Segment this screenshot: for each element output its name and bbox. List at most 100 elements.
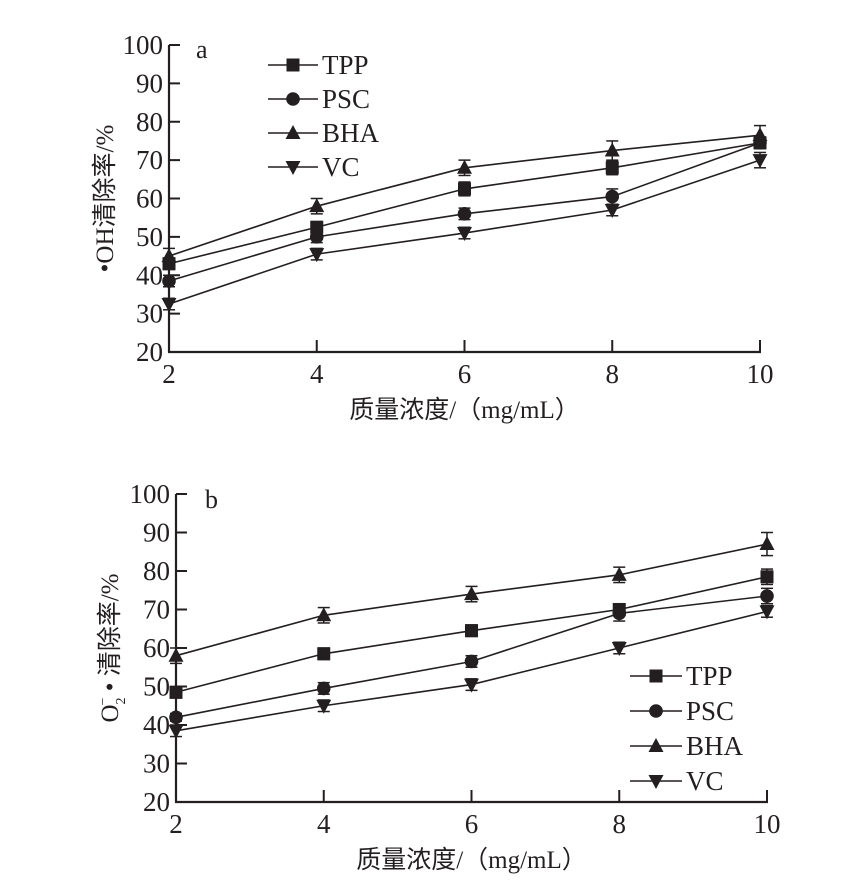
legend-item-tpp: TPP — [630, 661, 733, 691]
x-axis-title: 质量浓度/（mg/mL） — [349, 396, 580, 424]
y-tick-label: 30 — [136, 299, 163, 329]
series-psc — [169, 587, 774, 725]
data-point-triangle-down — [611, 642, 627, 656]
series-vc — [161, 151, 768, 313]
x-tick-label: 4 — [317, 809, 331, 839]
legend-marker-triangle-up — [648, 738, 664, 752]
y-tick-label: 60 — [143, 633, 170, 663]
data-point-square — [605, 161, 619, 175]
y-axis-title: •OH清除率/% — [91, 125, 119, 273]
y-tick-label: 70 — [136, 145, 163, 175]
data-point-square — [465, 624, 478, 638]
legend-marker-square — [649, 669, 663, 683]
x-tick-label: 6 — [465, 809, 479, 839]
legend-label: BHA — [322, 118, 380, 148]
data-point-circle — [169, 710, 183, 725]
legend-marker-triangle-down — [285, 161, 301, 175]
data-point-circle — [162, 274, 176, 288]
y-tick-label: 40 — [136, 260, 163, 290]
data-point-triangle-down — [161, 298, 177, 313]
legend-label: PSC — [686, 696, 734, 726]
y-tick-label: 80 — [143, 556, 170, 586]
chart-panel-a: 20 30 40 50 60 70 80 90 100 2 4 6 8 10 a 质量浓度/（mg/mL） •O… — [91, 30, 774, 424]
data-point-triangle-up — [316, 607, 332, 622]
x-tick-label: 8 — [613, 809, 627, 839]
legend-item-vc: VC — [268, 152, 360, 182]
legend-label: TPP — [322, 50, 369, 80]
data-point-square — [458, 182, 471, 196]
y-tick-label: 20 — [143, 787, 170, 817]
legend-item-psc: PSC — [630, 696, 734, 726]
y-tick-label: 40 — [143, 710, 170, 740]
x-tick-label: 6 — [458, 359, 472, 389]
legend-label: BHA — [686, 731, 744, 761]
legend-label: VC — [686, 766, 724, 796]
data-point-triangle-down — [759, 605, 775, 620]
x-tick-label: 2 — [169, 809, 183, 839]
x-tick-label: 2 — [162, 359, 176, 389]
legend-item-bha: BHA — [630, 731, 744, 761]
y-axis-title-sub: 2 — [114, 697, 129, 704]
legend-marker-circle — [649, 704, 663, 718]
y-tick-label: 70 — [143, 595, 170, 625]
x-tick-label: 10 — [747, 359, 774, 389]
y-axis-title: O2− • 清除率/% — [96, 574, 129, 723]
data-point-circle — [464, 654, 479, 669]
y-tick-label: 80 — [136, 107, 163, 137]
legend-label: VC — [322, 152, 360, 182]
data-point-triangle-up — [309, 198, 325, 213]
y-tick-label: 30 — [143, 749, 170, 779]
data-point-triangle-up — [604, 142, 620, 157]
series-bha — [161, 124, 768, 265]
legend-item-psc: PSC — [268, 84, 370, 114]
data-point-triangle-up — [457, 159, 472, 174]
y-tick-label: 100 — [123, 30, 164, 60]
data-point-circle — [760, 589, 774, 603]
y-tick-label: 90 — [143, 518, 170, 548]
legend-marker-circle — [286, 92, 300, 106]
y-tick-label: 90 — [136, 68, 163, 98]
data-point-square — [760, 570, 774, 584]
data-point-triangle-down — [316, 699, 332, 714]
legend-label: PSC — [322, 84, 370, 114]
series-tpp — [162, 136, 767, 271]
panel-label: b — [205, 485, 218, 514]
series-bha — [168, 531, 775, 665]
data-point-square — [169, 685, 183, 699]
y-tick-label: 100 — [130, 479, 171, 509]
legend-marker-triangle-down — [648, 775, 664, 789]
data-point-circle — [316, 681, 331, 696]
y-tick-label: 50 — [143, 672, 170, 702]
data-point-circle — [612, 606, 627, 621]
data-point-triangle-up — [611, 566, 627, 581]
y-axis-title-base: O — [97, 704, 124, 722]
panel-label: a — [196, 35, 208, 64]
legend-item-bha: BHA — [268, 118, 380, 148]
data-point-triangle-down — [309, 248, 325, 263]
x-tick-label: 10 — [754, 809, 781, 839]
legend-item-vc: VC — [630, 766, 724, 796]
x-tick-label: 4 — [310, 359, 324, 389]
legend-marker-triangle-up — [285, 125, 301, 139]
legend-item-tpp: TPP — [268, 50, 369, 80]
y-tick-label: 50 — [136, 222, 163, 252]
data-point-triangle-up — [464, 586, 479, 601]
data-point-circle — [457, 207, 472, 221]
data-point-triangle-down — [457, 227, 472, 242]
data-point-circle — [605, 189, 620, 204]
data-point-triangle-down — [604, 204, 620, 219]
data-point-triangle-down — [464, 678, 479, 693]
y-tick-label: 20 — [136, 337, 163, 367]
series-psc — [162, 136, 767, 288]
data-point-triangle-down — [752, 154, 768, 169]
data-point-circle — [309, 230, 324, 244]
data-point-triangle-up — [168, 647, 184, 662]
y-axis-title-rest: • 清除率/% — [96, 574, 124, 698]
legend-marker-square — [286, 58, 300, 72]
x-axis-title: 质量浓度/（mg/mL） — [356, 846, 587, 874]
data-point-triangle-up — [759, 536, 775, 551]
legend-label: TPP — [686, 661, 733, 691]
series-vc — [168, 604, 775, 739]
